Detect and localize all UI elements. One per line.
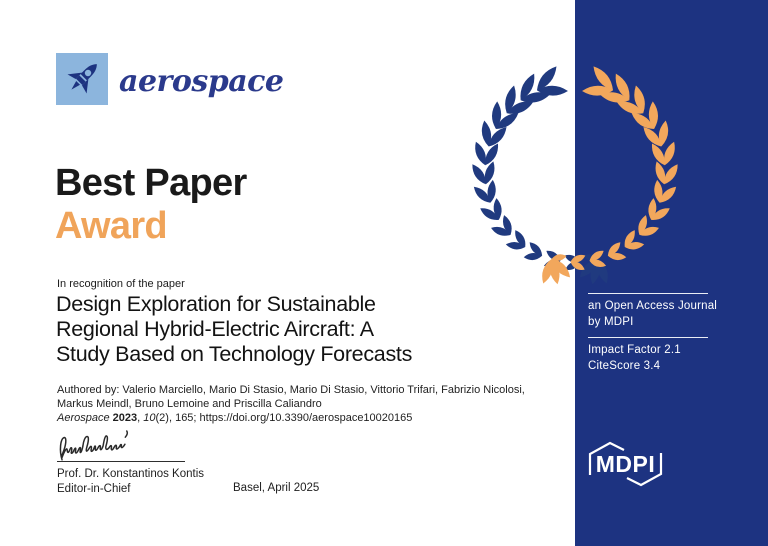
paper-title-line: Study Based on Technology Forecasts (56, 342, 413, 366)
open-access-line: an Open Access Journal (588, 300, 718, 312)
authors-line: Markus Meindl, Bruno Lemoine and Priscil… (57, 397, 322, 410)
award-title-line1: Best Paper (55, 162, 247, 204)
paper-title-line: Design Exploration for Sustainable (56, 292, 376, 316)
citation-volume: 10 (143, 412, 156, 424)
journal-name: aerospace (119, 64, 284, 99)
impact-factor: Impact Factor 2.1 (588, 344, 681, 356)
signatory-name: Prof. Dr. Konstantinos Kontis (57, 468, 205, 480)
citation-journal: Aerospace (57, 412, 113, 424)
award-title-line2: Award (55, 205, 168, 247)
cite-score: CiteScore 3.4 (588, 359, 661, 372)
signatory-role: Editor-in-Chief (57, 483, 131, 495)
open-access-line: by MDPI (588, 315, 634, 328)
rocket-icon (67, 64, 97, 94)
mdpi-logo: MDPI (588, 441, 663, 487)
citation-year: 2023 (112, 412, 138, 424)
signature-image (59, 430, 129, 461)
paper-title: Design Exploration for Sustainable Regio… (56, 292, 412, 367)
award-title: Best Paper Award (55, 162, 247, 248)
recognition-label: In recognition of the paper (57, 278, 185, 290)
aerospace-logo-tile (56, 53, 108, 105)
citation-sep: , (137, 412, 144, 424)
signature-line (57, 461, 185, 462)
citation-doi: (2), 165; https://doi.org/10.3390/aerosp… (155, 412, 413, 424)
side-panel: an Open Access Journal by MDPI Impact Fa… (575, 0, 768, 546)
paper-authors: Authored by: Valerio Marciello, Mario Di… (57, 384, 537, 426)
panel-divider (588, 337, 708, 338)
authors-line: Authored by: Valerio Marciello, Mario Di… (57, 384, 525, 396)
paper-title-line: Regional Hybrid-Electric Aircraft: A (56, 317, 374, 341)
open-access-note: an Open Access Journal by MDPI (588, 299, 717, 330)
mdpi-logo-text: MDPI (596, 451, 656, 477)
paper-citation: Aerospace 2023, 10(2), 165; https://doi.… (57, 412, 537, 426)
place-and-date: Basel, April 2025 (233, 482, 320, 494)
signatory-block: Prof. Dr. Konstantinos Kontis Editor-in-… (57, 467, 204, 497)
journal-metrics: Impact Factor 2.1 CiteScore 3.4 (588, 343, 681, 374)
panel-divider (588, 293, 708, 294)
